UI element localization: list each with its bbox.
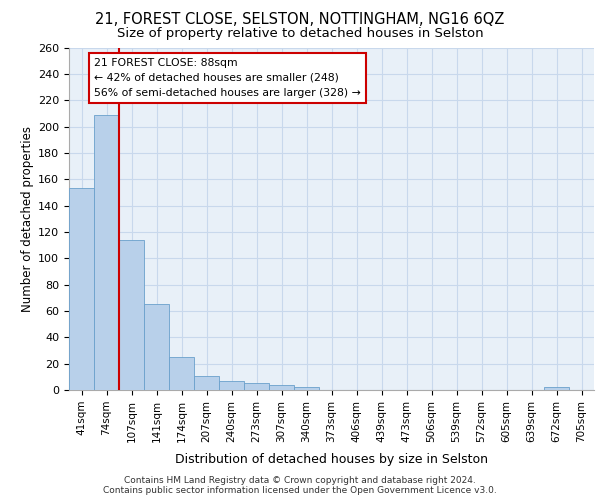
Text: Contains HM Land Registry data © Crown copyright and database right 2024.
Contai: Contains HM Land Registry data © Crown c…: [103, 476, 497, 495]
Text: 21, FOREST CLOSE, SELSTON, NOTTINGHAM, NG16 6QZ: 21, FOREST CLOSE, SELSTON, NOTTINGHAM, N…: [95, 12, 505, 28]
Bar: [244, 384, 269, 390]
Text: Size of property relative to detached houses in Selston: Size of property relative to detached ho…: [116, 28, 484, 40]
Bar: [144, 304, 169, 390]
Text: 21 FOREST CLOSE: 88sqm
← 42% of detached houses are smaller (248)
56% of semi-de: 21 FOREST CLOSE: 88sqm ← 42% of detached…: [94, 58, 361, 98]
Bar: [269, 384, 294, 390]
Bar: [169, 357, 194, 390]
Bar: [69, 188, 94, 390]
Y-axis label: Number of detached properties: Number of detached properties: [21, 126, 34, 312]
Bar: [94, 114, 119, 390]
Bar: [219, 381, 244, 390]
Bar: [294, 388, 319, 390]
Bar: [544, 388, 569, 390]
Bar: [119, 240, 144, 390]
Bar: [194, 376, 219, 390]
X-axis label: Distribution of detached houses by size in Selston: Distribution of detached houses by size …: [175, 453, 488, 466]
